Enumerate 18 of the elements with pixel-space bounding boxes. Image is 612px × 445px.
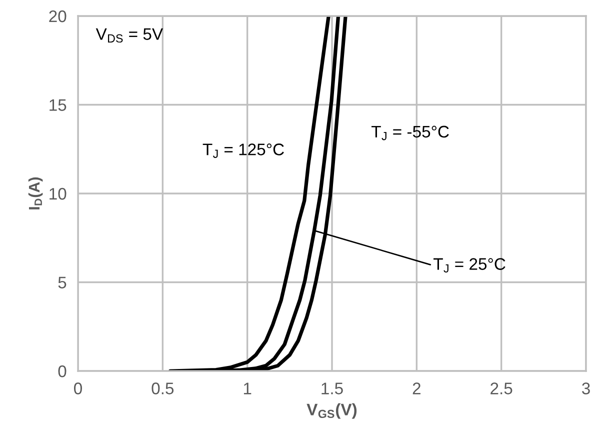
x-tick-label: 3 (582, 382, 590, 394)
x-tick-label: 1.5 (322, 382, 343, 394)
y-tick-label: 20 (49, 10, 66, 22)
annotation: T$_{J}$ = -55°C (371, 126, 449, 140)
y-tick-label: 15 (50, 99, 66, 111)
x-tick-label: 0.5 (152, 382, 174, 394)
y-axis-title: I$_{D}$(A) (28, 177, 43, 210)
x-axis-title: V$_{GS}$(V) (306, 403, 357, 419)
annotation: V$_{DS}$ = 5V (96, 28, 164, 43)
x-tick-label: 2 (412, 382, 420, 394)
annotation: T$_{J}$ = 25°C (433, 258, 506, 273)
y-tick-label: 5 (58, 276, 66, 288)
x-tick-label: 0 (74, 382, 82, 394)
x-tick-label: 1 (244, 382, 252, 394)
y-tick-label: 10 (50, 188, 66, 200)
x-tick-label: 2.5 (490, 382, 512, 394)
annotation: T$_{J}$ = 125°C (202, 144, 284, 158)
y-tick-label: 0 (58, 365, 66, 378)
